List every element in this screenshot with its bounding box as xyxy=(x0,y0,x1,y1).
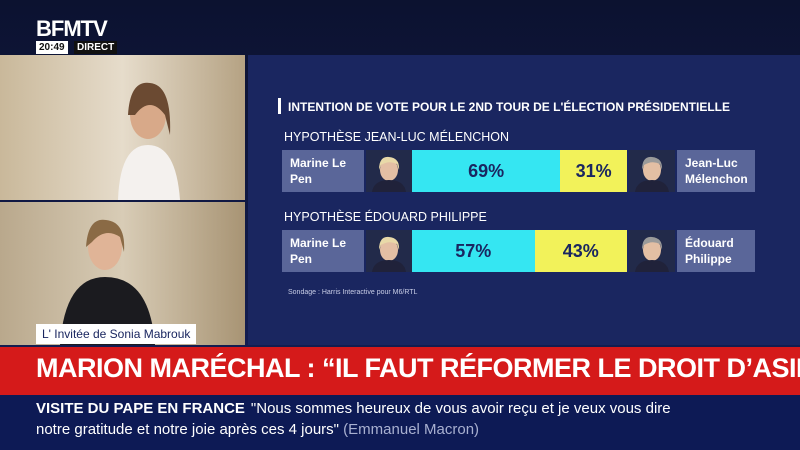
candidate-right: Jean-Luc Mélenchon xyxy=(677,150,755,192)
poll-panel xyxy=(248,55,800,345)
channel-logo: BFMTV xyxy=(36,16,108,41)
clock: 20:49 xyxy=(36,41,68,54)
poll-source: Sondage : Harris Interactive pour M6/RTL xyxy=(288,289,418,296)
vote-bar: 43% xyxy=(534,230,627,272)
candidate-left: Marine Le Pen xyxy=(282,150,364,192)
show-label: L' Invitée de Sonia Mabrouk xyxy=(36,324,197,344)
ticker-text: "Nous sommes heureux de vous avoir reçu … xyxy=(36,400,671,438)
live-badge: DIRECT xyxy=(74,41,118,54)
headline-band xyxy=(0,347,800,395)
title-accent xyxy=(278,98,281,114)
vote-bar: 31% xyxy=(560,150,627,192)
headline: MARION MARÉCHAL : “IL FAUT RÉFORMER LE D… xyxy=(36,353,800,383)
photo-left xyxy=(366,150,412,192)
vote-bar: 57% xyxy=(412,230,535,272)
photo-left xyxy=(366,230,412,272)
video-guest xyxy=(0,202,245,345)
candidate-left: Marine Le Pen xyxy=(282,230,364,272)
vote-bar: 69% xyxy=(412,150,561,192)
video-host xyxy=(0,55,245,200)
ticker-topic: VISITE DU PAPE EN FRANCE xyxy=(36,400,245,417)
hypothesis-label: HYPOTHÈSE JEAN-LUC MÉLENCHON xyxy=(284,130,510,144)
photo-right xyxy=(629,150,675,192)
ticker-source: (Emmanuel Macron) xyxy=(343,421,480,438)
ticker: VISITE DU PAPE EN FRANCE "Nous sommes heu… xyxy=(36,398,676,440)
host-figure xyxy=(118,82,180,200)
poll-title: INTENTION DE VOTE POUR LE 2ND TOUR DE L'… xyxy=(288,100,731,114)
hypothesis-label: HYPOTHÈSE ÉDOUARD PHILIPPE xyxy=(284,210,487,224)
photo-right xyxy=(629,230,675,272)
candidate-right: Édouard Philippe xyxy=(677,230,755,272)
ticker-band xyxy=(0,395,800,450)
